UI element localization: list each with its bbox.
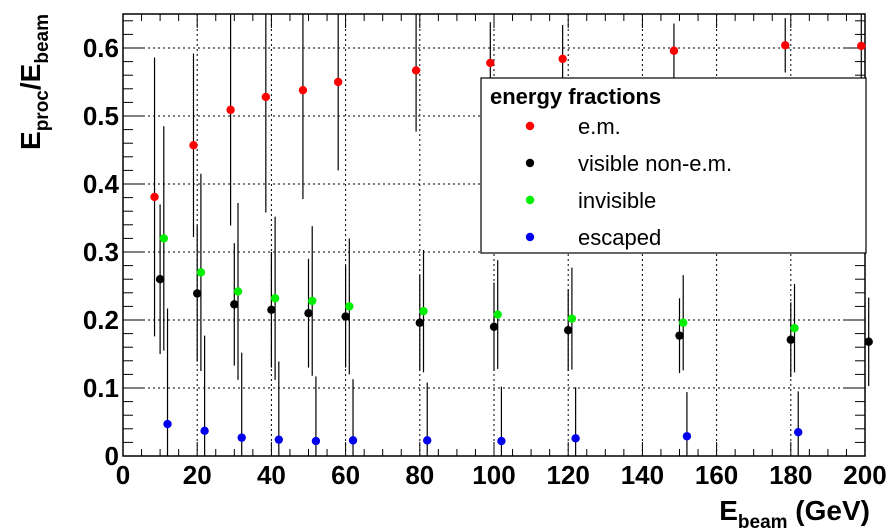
y-tick-label: 0.1 [83,373,119,403]
data-point [348,436,358,445]
data-point [497,436,506,446]
data-point [193,289,202,298]
data-point [298,85,308,95]
legend-marker [525,195,535,205]
x-tick-label: 180 [769,460,812,490]
data-point [864,337,873,346]
legend-label: invisible [578,188,656,213]
data-point [155,275,165,284]
data-point [790,323,799,333]
data-point [304,309,313,318]
x-axis-title-main: E [719,495,738,526]
data-point [163,419,172,429]
axis-ticks: 0 20 40 60 80 100 120 140 160 180 200 0 0.1 0.2 0.3 0.4… [83,14,887,490]
series-3 [163,308,803,456]
legend-title: energy fractions [490,84,661,109]
data-point [237,433,246,442]
data-point [261,92,271,102]
legend-marker [525,158,535,168]
data-point [489,322,499,331]
data-point [794,428,803,437]
data-point [270,294,280,303]
x-tick-label: 0 [116,460,130,490]
x-tick-label: 60 [331,460,360,490]
data-point [675,331,684,340]
data-point [200,426,209,436]
data-point [159,234,169,243]
y-axis-title-main: E [15,131,46,150]
data-point [857,41,866,51]
data-point [274,435,284,444]
data-point [786,335,795,344]
data-point [333,77,343,87]
data-point [493,310,502,319]
x-tick-label: 200 [843,460,886,490]
legend-marker [525,232,535,242]
data-point [233,287,243,296]
y-axis-title-sep: /E [15,64,46,90]
data-point [345,302,354,311]
data-point [230,300,239,309]
x-tick-label: 40 [257,460,286,490]
x-tick-label: 100 [472,460,515,490]
data-point [781,41,790,50]
legend-label: escaped [578,225,661,250]
data-point [682,432,692,441]
x-tick-label: 120 [547,460,590,490]
y-axis-title: Eproc/Ebeam [15,14,53,150]
x-tick-label: 20 [183,460,212,490]
data-point [419,306,428,316]
y-tick-label: 0.2 [83,305,119,335]
svg-text:Ebeam (GeV): Ebeam (GeV) [719,495,870,529]
data-point [411,66,421,75]
data-point [150,192,159,202]
data-point [311,436,321,446]
x-tick-label: 140 [621,460,664,490]
y-axis-title-sub1: proc [32,90,53,132]
svg-text:Eproc/Ebeam: Eproc/Ebeam [15,14,53,150]
legend-box [480,77,867,254]
data-point [196,268,206,277]
data-point [189,141,198,150]
x-axis-title-unit: (GeV) [788,495,870,526]
y-tick-label: 0.4 [83,169,120,199]
y-axis-title-sub2: beam [32,14,53,64]
legend-label: e.m. [578,114,621,139]
x-axis-title: Ebeam (GeV) [719,495,870,529]
x-tick-label: 160 [695,460,738,490]
y-tick-label: 0.5 [83,101,119,131]
data-point [669,46,679,55]
data-point [423,436,432,445]
legend: energy fractions e.m. visible non-e.m. inv… [480,77,867,254]
data-point [341,312,350,321]
data-point [679,318,688,327]
data-point [564,326,573,335]
y-tick-label: 0 [105,441,119,471]
y-tick-label: 0.6 [83,33,119,63]
series-2 [159,126,799,380]
y-tick-label: 0.3 [83,237,119,267]
x-axis-title-sub: beam [738,512,788,529]
data-point [308,296,317,306]
series-1 [155,204,873,386]
data-point [558,54,567,64]
legend-label: visible non-e.m. [578,151,732,176]
legend-marker [525,121,535,131]
data-point [226,105,235,115]
data-point [415,318,424,327]
data-point [571,434,580,443]
data-point [567,314,577,323]
data-point [486,58,495,68]
x-tick-label: 80 [405,460,434,490]
data-point [267,305,276,314]
